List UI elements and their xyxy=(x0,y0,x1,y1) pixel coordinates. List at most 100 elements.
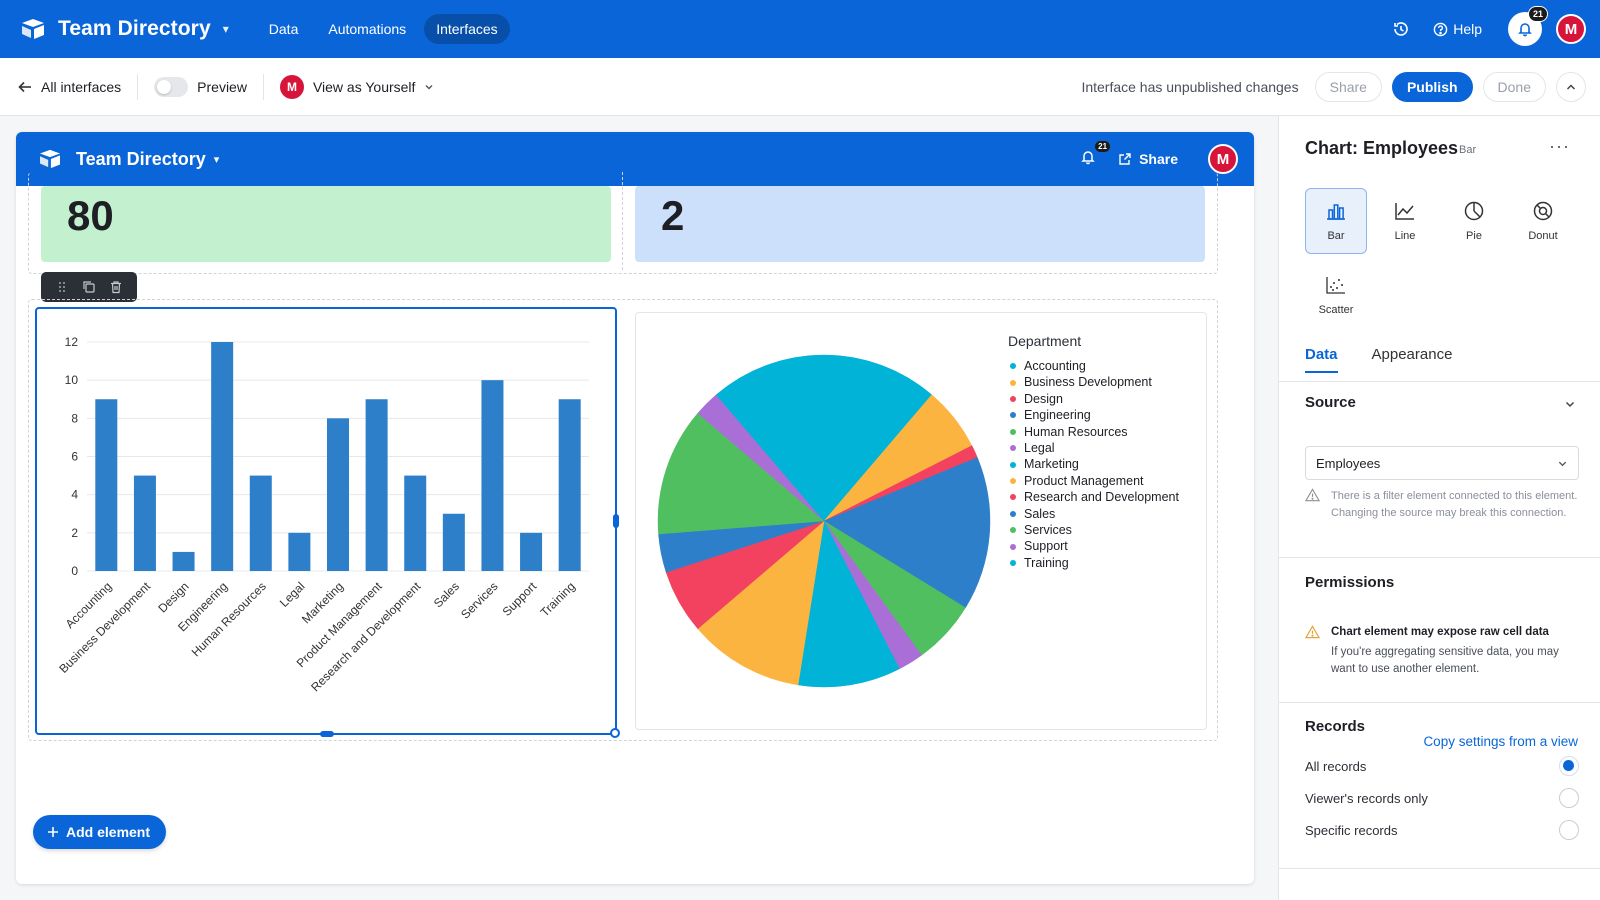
help-label: Help xyxy=(1453,21,1482,37)
bar[interactable] xyxy=(288,532,311,571)
pie-slice[interactable] xyxy=(697,520,825,686)
legend-swatch xyxy=(1010,527,1016,534)
radio-unselected[interactable] xyxy=(1559,820,1579,840)
resize-handle-bottom[interactable] xyxy=(320,731,334,737)
tab-appearance[interactable]: Appearance xyxy=(1371,346,1453,363)
legend-item[interactable]: Services xyxy=(1010,522,1179,538)
chevron-down-icon[interactable]: ▾ xyxy=(213,153,220,166)
bar[interactable] xyxy=(95,399,118,571)
y-tick-label: 12 xyxy=(65,335,79,349)
legend-item[interactable]: Business Development xyxy=(1010,374,1179,390)
legend-item[interactable]: Engineering xyxy=(1010,407,1179,423)
interface-avatar[interactable]: M xyxy=(1208,144,1238,174)
resize-handle-corner[interactable] xyxy=(610,728,620,738)
legend-item[interactable]: Research and Development xyxy=(1010,489,1179,505)
legend-item[interactable]: Legal xyxy=(1010,440,1179,456)
bar[interactable] xyxy=(365,399,388,571)
view-as-avatar: M xyxy=(279,74,304,99)
legend-item[interactable]: Sales xyxy=(1010,506,1179,522)
bar-chart-element[interactable]: 0 2 4 6 8 10 12 Accounting Business Development D… xyxy=(35,307,620,738)
bar[interactable] xyxy=(327,418,349,571)
notification-badge: 21 xyxy=(1527,6,1548,22)
pie-slice[interactable] xyxy=(823,354,933,522)
notification-badge: 21 xyxy=(1095,141,1111,152)
pie-chart-element[interactable]: Department Accounting Business Developmen… xyxy=(635,312,1207,730)
bar[interactable] xyxy=(172,551,195,571)
chart-type-scatter[interactable]: Scatter xyxy=(1305,262,1367,328)
interface-share-button[interactable]: Share xyxy=(1118,151,1178,167)
preview-toggle[interactable]: Preview xyxy=(154,76,247,97)
number-card-value: 2 xyxy=(661,192,685,239)
pie-slice[interactable] xyxy=(823,457,991,609)
panel-title: Chart: Employees xyxy=(1305,138,1459,158)
tab-data[interactable]: Data xyxy=(1305,346,1338,373)
base-title[interactable]: Team Directory xyxy=(58,17,211,40)
chevron-down-icon[interactable]: ▾ xyxy=(222,22,229,36)
bar[interactable] xyxy=(558,399,581,571)
source-select[interactable]: Employees xyxy=(1305,446,1579,480)
publish-button[interactable]: Publish xyxy=(1391,72,1473,102)
duplicate-icon[interactable] xyxy=(82,280,96,294)
history-icon[interactable] xyxy=(1391,19,1411,39)
bar[interactable] xyxy=(404,475,427,571)
records-option-all[interactable]: All records xyxy=(1305,756,1579,776)
nav-interfaces[interactable]: Interfaces xyxy=(424,14,510,44)
legend-item[interactable]: Marketing xyxy=(1010,456,1179,472)
chevron-down-icon[interactable] xyxy=(1564,398,1576,410)
chart-type-donut[interactable]: Donut xyxy=(1512,188,1574,254)
bar[interactable] xyxy=(249,475,272,571)
drag-handle-icon[interactable] xyxy=(55,280,69,294)
pie-slice[interactable] xyxy=(657,412,825,535)
chart-row-container xyxy=(28,299,1218,741)
airtable-logo-icon[interactable] xyxy=(20,18,46,40)
permissions-warning-body: If you're aggregating sensitive data, yo… xyxy=(1331,646,1559,675)
bar[interactable] xyxy=(520,532,543,571)
view-as-dropdown[interactable]: M View as Yourself xyxy=(279,74,434,99)
legend-item[interactable]: Product Management xyxy=(1010,473,1179,489)
notifications-button[interactable]: 21 xyxy=(1508,6,1548,46)
legend-label: Accounting xyxy=(1024,359,1086,373)
plus-icon xyxy=(48,827,58,837)
nav-automations[interactable]: Automations xyxy=(328,21,407,37)
nav-data[interactable]: Data xyxy=(268,21,299,37)
share-button[interactable]: Share xyxy=(1314,72,1382,102)
interface-notifications[interactable]: 21 xyxy=(1080,141,1111,169)
user-avatar[interactable]: M xyxy=(1556,14,1586,44)
radio-unselected[interactable] xyxy=(1559,788,1579,808)
interface-title[interactable]: Team Directory xyxy=(76,148,206,169)
add-element-button[interactable]: Add element xyxy=(33,815,167,849)
number-card-employees[interactable]: 80 xyxy=(41,186,611,262)
copy-settings-link[interactable]: Copy settings from a view xyxy=(1423,734,1578,749)
pie-slice[interactable] xyxy=(715,354,825,522)
help-button[interactable]: Help xyxy=(1433,21,1482,37)
legend-item[interactable]: Design xyxy=(1010,391,1179,407)
legend-label: Product Management xyxy=(1024,473,1144,488)
legend-item[interactable]: Support xyxy=(1010,538,1179,554)
legend-item[interactable]: Human Resources xyxy=(1010,424,1179,440)
bar[interactable] xyxy=(442,513,465,571)
chart-type-line[interactable]: Line xyxy=(1374,188,1436,254)
legend-item[interactable]: Accounting xyxy=(1010,358,1179,374)
collapse-button[interactable] xyxy=(1556,72,1586,102)
bar[interactable] xyxy=(133,475,156,571)
all-interfaces-link[interactable]: All interfaces xyxy=(18,79,121,95)
radio-selected[interactable] xyxy=(1559,756,1579,776)
legend-item[interactable]: Training xyxy=(1010,555,1179,571)
records-option-viewer[interactable]: Viewer's records only xyxy=(1305,788,1579,808)
records-option-label: All records xyxy=(1305,758,1367,774)
bar[interactable] xyxy=(211,342,234,571)
number-card-secondary[interactable]: 2 xyxy=(635,186,1205,262)
top-bar-actions: Help 21 M xyxy=(1391,0,1586,58)
bar[interactable] xyxy=(481,380,504,571)
preview-switch[interactable] xyxy=(154,76,189,97)
chart-type-bar[interactable]: Bar xyxy=(1305,188,1367,254)
resize-handle-right[interactable] xyxy=(613,514,619,528)
pie-slice[interactable] xyxy=(797,520,900,688)
done-button[interactable]: Done xyxy=(1482,72,1546,102)
more-options-icon[interactable]: ··· xyxy=(1549,136,1570,156)
chart-type-pie[interactable]: Pie xyxy=(1443,188,1505,254)
records-option-specific[interactable]: Specific records xyxy=(1305,820,1579,840)
trash-icon[interactable] xyxy=(109,280,123,294)
divider xyxy=(262,73,264,100)
legend-swatch xyxy=(1010,428,1016,435)
